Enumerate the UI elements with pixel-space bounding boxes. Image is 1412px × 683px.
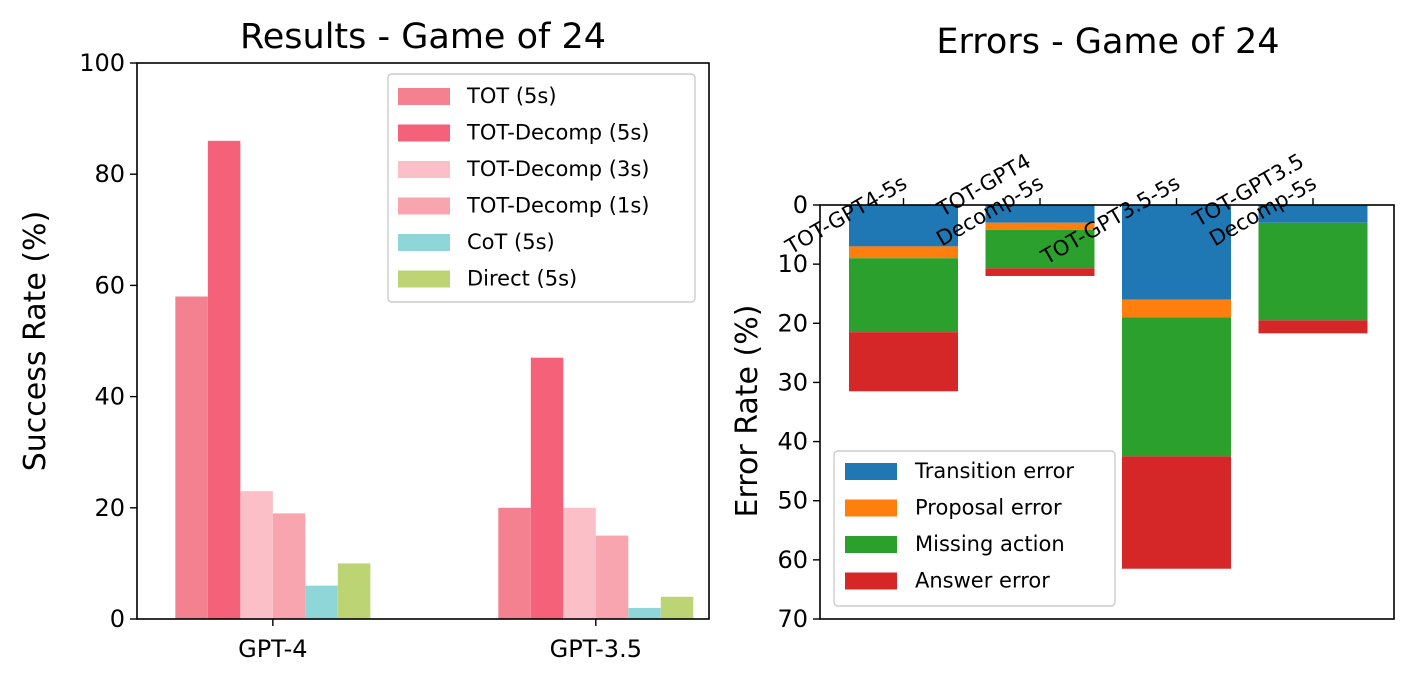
results-ytick-label: 20 [94, 494, 125, 522]
errors-legend: Transition error Proposal error Missing ac… [833, 450, 1116, 607]
errors-legend-box [833, 450, 1116, 607]
results-legend-label: TOT (5s) [466, 84, 557, 108]
results-legend-swatch [398, 124, 450, 142]
results-ytick-label: 0 [110, 605, 125, 633]
results-bar [337, 563, 371, 619]
errors-ytick-label: 50 [777, 487, 808, 515]
errors-ytick-label: 0 [793, 191, 808, 219]
errors-bar-segment [1122, 456, 1231, 569]
errors-bar-segment [985, 229, 1095, 269]
results-axes: 0 20 40 60 80 100 GPT-4 GPT-3.5 [79, 49, 710, 663]
errors-chart-title: Errors - Game of 24 [936, 22, 1279, 62]
results-bar [628, 607, 661, 619]
results-legend-swatch [398, 161, 450, 178]
results-ytick-label: 40 [94, 383, 125, 411]
results-xtick-label: GPT-3.5 [550, 635, 642, 663]
errors-bar-segment [1258, 222, 1368, 321]
results-legend-label: Direct (5s) [467, 267, 577, 291]
errors-bar-segment [849, 205, 958, 247]
errors-bar-segment [1122, 317, 1231, 457]
errors-bar-segment [1258, 320, 1368, 334]
errors-bar-segment [1122, 299, 1231, 318]
results-bar [305, 585, 338, 619]
errors-legend-swatch [845, 499, 897, 517]
results-bar [595, 535, 629, 619]
results-bar [498, 507, 531, 619]
errors-legend-label: Proposal error [915, 496, 1062, 520]
errors-legend-swatch [845, 536, 897, 553]
results-chart-title: Results - Game of 24 [240, 17, 606, 57]
errors-chart-ylabel: Error Rate (%) [730, 305, 765, 518]
results-legend-swatch [398, 234, 450, 251]
results-bar [563, 507, 596, 619]
results-legend: TOT (5s) TOT-Decomp (5s) TOT-Decomp (3s) TO… [387, 73, 696, 303]
results-ytick-label: 60 [94, 271, 125, 299]
results-legend-swatch [398, 197, 450, 215]
results-legend-box [387, 73, 696, 303]
errors-chart: Errors - Game of 24 Error Rate (%) 0 10 20… [730, 22, 1395, 633]
errors-ytick-label: 60 [777, 546, 808, 574]
errors-legend-swatch [845, 463, 897, 480]
results-chart-ylabel: Success Rate (%) [18, 211, 53, 472]
errors-legend-swatch [845, 572, 897, 590]
errors-bar-segment [849, 258, 958, 333]
errors-legend-label: Missing action [915, 532, 1065, 556]
results-bar [207, 140, 241, 619]
results-legend-swatch [398, 270, 450, 288]
results-bar [175, 296, 208, 619]
results-legend-label: TOT-Decomp (5s) [466, 121, 649, 145]
results-bar [530, 357, 564, 619]
errors-legend-label: Answer error [915, 569, 1050, 593]
results-legend-label: TOT-Decomp (3s) [466, 157, 649, 181]
results-bars [175, 140, 694, 619]
errors-plot-frame [819, 204, 1395, 620]
results-ytick-label: 80 [94, 160, 125, 188]
errors-bars [849, 205, 1368, 569]
results-legend-swatch [398, 88, 450, 105]
errors-legend-label: Transition error [914, 459, 1074, 483]
results-chart: Results - Game of 24 Success Rate (%) 0 2… [18, 17, 710, 663]
results-bar [660, 596, 694, 619]
results-bar [272, 513, 306, 619]
errors-bar-segment [849, 246, 958, 259]
errors-ytick-label: 30 [777, 368, 808, 396]
errors-ytick-label: 10 [777, 250, 808, 278]
results-legend-label: TOT-Decomp (1s) [466, 194, 649, 218]
errors-bar-segment [985, 205, 1095, 223]
errors-ytick-label: 40 [777, 428, 808, 456]
errors-bar-segment [1258, 205, 1368, 223]
results-xtick-label: GPT-4 [238, 635, 307, 663]
results-plot-frame [136, 62, 710, 620]
errors-bar-segment [849, 332, 958, 392]
results-bar [240, 491, 273, 619]
errors-bar-segment [1122, 205, 1231, 300]
errors-bar-segment [985, 268, 1095, 276]
results-ytick-label: 100 [79, 49, 125, 77]
results-legend-label: CoT (5s) [467, 230, 555, 254]
errors-ytick-label: 20 [777, 309, 808, 337]
errors-bar-segment [985, 222, 1095, 230]
errors-ytick-label: 70 [777, 605, 808, 633]
